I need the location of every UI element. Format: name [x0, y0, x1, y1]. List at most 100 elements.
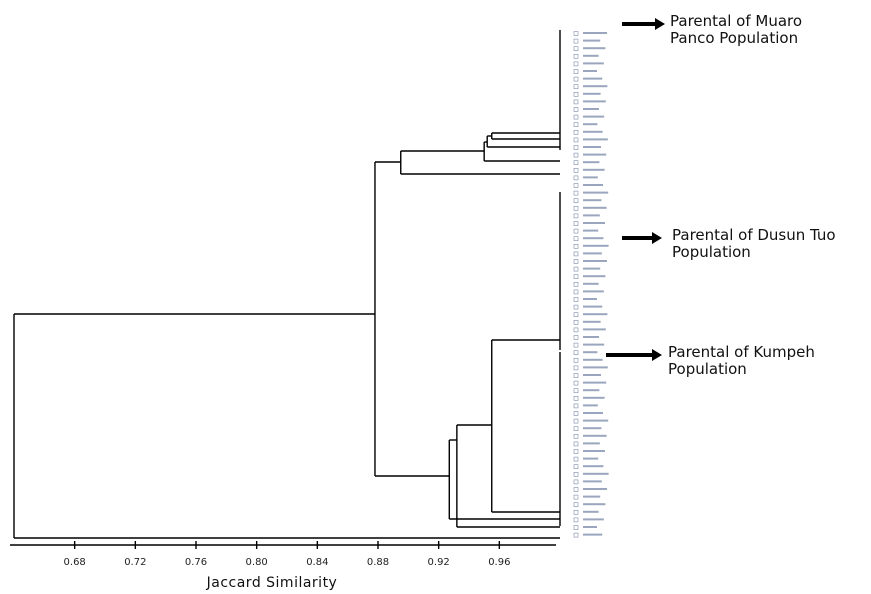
x-tick-label: 0.92: [428, 557, 450, 568]
leaf-marker: [573, 137, 579, 143]
leaf-text-mark: [583, 199, 602, 202]
leaf-marker: [573, 53, 579, 59]
leaf-text-mark: [583, 62, 604, 65]
leaf-marker: [573, 319, 579, 325]
leaf-text-mark: [583, 419, 609, 422]
leaf-marker: [573, 312, 579, 318]
leaf-marker: [573, 114, 579, 120]
leaf-marker: [573, 206, 579, 211]
leaf-marker: [573, 145, 579, 150]
leaf-text-mark: [583, 206, 607, 209]
leaf-text-mark: [583, 465, 604, 468]
leaf-text-mark: [583, 176, 598, 179]
x-tick-label: 0.76: [185, 557, 207, 568]
x-tick-label: 0.84: [306, 557, 328, 568]
annotation-label: Parental of Muaro: [670, 12, 802, 30]
leaf-text-mark: [583, 495, 601, 498]
leaf-text-mark: [583, 191, 609, 194]
leaf-text-mark: [583, 488, 607, 490]
leaf-text-mark: [583, 70, 597, 72]
leaf-text-mark: [583, 244, 609, 247]
leaf-marker: [573, 297, 579, 302]
leaf-text-mark: [583, 184, 603, 186]
leaf-text-mark: [583, 389, 600, 392]
leaf-text-mark: [583, 237, 604, 240]
leaf-text-mark: [583, 328, 606, 331]
leaf-text-mark: [583, 47, 606, 50]
leaf-marker: [573, 183, 579, 188]
leaf-marker: [573, 228, 579, 234]
x-axis: 0.68 0.72 0.76 0.80 0.84 0.88 0.92 0.96: [10, 541, 556, 568]
leaf-marker: [573, 449, 579, 454]
leaf-marker: [573, 418, 579, 424]
leaf-marker: [573, 464, 579, 470]
leaf-marker: [573, 365, 579, 371]
leaf-marker: [573, 46, 579, 52]
x-axis-title: Jaccard Similarity: [206, 575, 338, 591]
leaf-text-mark: [583, 115, 605, 118]
x-tick-label: 0.88: [367, 557, 389, 568]
leaf-marker: [573, 525, 579, 530]
leaf-marker: [573, 471, 579, 477]
leaf-text-mark: [583, 77, 603, 80]
leaf-marker: [573, 335, 579, 340]
leaf-text-mark: [583, 412, 603, 414]
leaf-marker: [573, 69, 579, 74]
leaf-text-mark: [583, 510, 599, 513]
leaf-marker: [573, 251, 579, 257]
x-tick-label: 0.96: [488, 557, 510, 568]
annotation-arrow-head: [652, 232, 662, 244]
leaf-text-mark: [583, 32, 607, 34]
leaf-marker: [573, 487, 579, 492]
leaf-marker: [573, 92, 579, 97]
leaf-text-mark: [583, 404, 598, 407]
leaf-marker: [573, 266, 579, 272]
leaf-marker: [573, 426, 579, 432]
leaf-marker: [573, 168, 579, 173]
leaf-text-mark: [583, 123, 598, 126]
leaf-text-mark: [583, 298, 597, 300]
leaf-text-mark: [583, 92, 601, 95]
leaf-marker: [573, 122, 579, 127]
leaf-text-mark: [583, 442, 600, 445]
leaf-marker: [573, 441, 579, 447]
leaf-text-mark: [583, 108, 599, 110]
leaf-label-column: [573, 31, 609, 538]
leaf-text-mark: [583, 229, 599, 232]
leaf-text-mark: [583, 434, 607, 437]
leaf-marker: [573, 304, 579, 310]
leaf-text-mark: [583, 252, 602, 255]
leaf-text-mark: [583, 396, 605, 399]
leaf-marker: [573, 403, 579, 409]
leaf-text-mark: [583, 351, 598, 354]
leaf-text-mark: [583, 290, 604, 293]
leaf-marker: [573, 152, 579, 158]
leaf-text-mark: [583, 533, 603, 536]
annotation-arrow-head: [652, 349, 662, 361]
leaf-text-mark: [583, 282, 599, 285]
leaf-text-mark: [583, 480, 602, 483]
leaf-marker: [573, 31, 579, 36]
leaf-text-mark: [583, 222, 605, 224]
leaf-marker: [573, 532, 579, 538]
dendrogram-tree: [13, 30, 561, 539]
leaf-marker: [573, 456, 579, 462]
leaf-text-mark: [583, 381, 607, 384]
leaf-marker: [573, 38, 579, 44]
leaf-text-mark: [583, 313, 608, 316]
annotation-label: Panco Population: [670, 29, 798, 47]
leaf-text-mark: [583, 54, 599, 57]
leaf-marker: [573, 388, 579, 394]
leaf-marker: [573, 236, 579, 241]
leaf-marker: [573, 221, 579, 226]
leaf-text-mark: [583, 267, 601, 270]
leaf-text-mark: [583, 374, 601, 376]
leaf-marker: [573, 76, 579, 82]
leaf-text-mark: [583, 320, 601, 323]
leaf-marker: [573, 84, 579, 89]
